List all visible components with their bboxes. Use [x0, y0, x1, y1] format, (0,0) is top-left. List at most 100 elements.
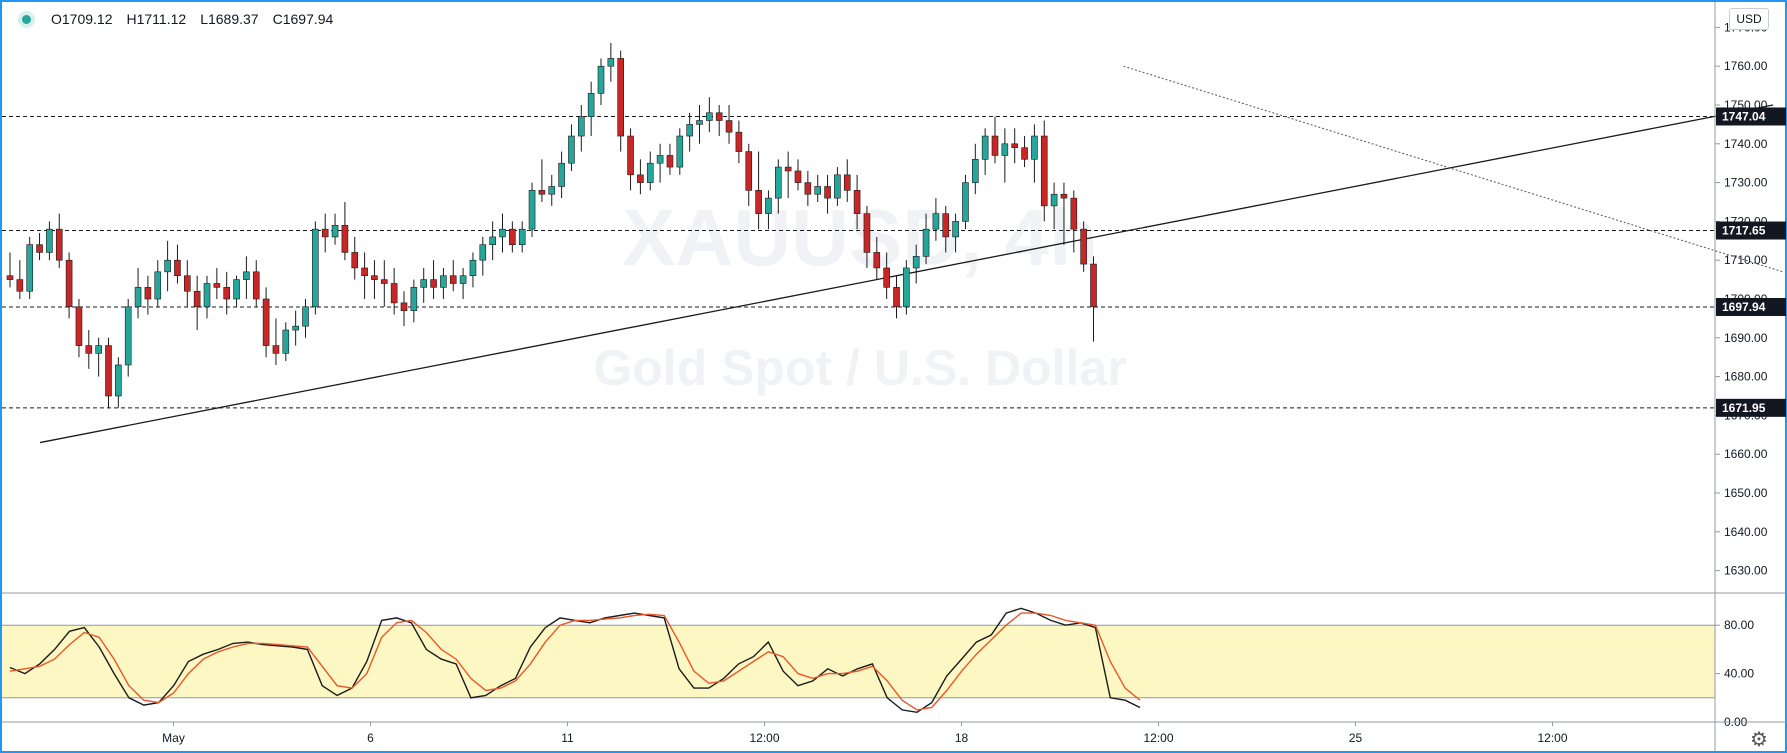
time-tick-label: 18	[955, 731, 969, 745]
candle-down	[252, 271, 260, 300]
candle-up	[124, 306, 132, 366]
candle-up	[292, 325, 299, 331]
candle-up	[646, 162, 654, 183]
candle-up	[282, 329, 290, 354]
candle-down	[85, 345, 93, 354]
candle-up	[302, 306, 309, 327]
stochastic-pane[interactable]	[2, 592, 1786, 714]
currency-button[interactable]: USD	[1729, 8, 1769, 30]
candle-down	[184, 275, 191, 292]
candle-up	[233, 279, 240, 300]
candle-down	[380, 279, 388, 284]
candle-down	[272, 345, 280, 354]
candle-down	[853, 190, 861, 214]
price-tick-label: 1690.00	[1724, 331, 1768, 345]
candle-down	[371, 275, 378, 280]
candle-down	[1021, 147, 1028, 160]
candle-down	[6, 275, 14, 280]
candle-up	[26, 244, 34, 292]
watermark-name: Gold Spot / U.S. Dollar	[593, 340, 1126, 396]
price-tick-label: 1650.00	[1724, 486, 1768, 500]
time-tick-label: May	[162, 731, 185, 745]
price-pane[interactable]	[2, 42, 1783, 444]
candle-up	[568, 135, 575, 164]
candle-up	[548, 186, 556, 195]
candle-up	[164, 259, 171, 273]
price-axis[interactable]: 1630.001640.001650.001660.001670.001680.…	[1714, 2, 1786, 751]
level-label: 1697.94	[1722, 300, 1766, 314]
candle-up	[696, 120, 703, 125]
candle-up	[134, 287, 142, 308]
candle-down	[321, 228, 329, 238]
candle-down	[262, 298, 270, 346]
candle-up	[489, 236, 496, 245]
candle-up	[607, 58, 615, 67]
time-axis[interactable]: May 6 11 12:00 18 12:00 25 12:00	[2, 721, 1786, 745]
candle-up	[243, 271, 250, 280]
price-tick-label: 1630.00	[1724, 564, 1768, 578]
candle-up	[834, 174, 841, 199]
candle-down	[36, 244, 43, 253]
candle-down	[65, 259, 73, 308]
candle-down	[637, 174, 644, 183]
candle-down	[55, 228, 63, 261]
candle-down	[735, 131, 743, 152]
price-tick-label: 1710.00	[1724, 253, 1768, 267]
candle-down	[193, 290, 201, 308]
level-label-box	[1716, 398, 1786, 417]
candle-up	[676, 135, 684, 168]
candle-down	[883, 267, 890, 288]
stoch-tick-label: 40.00	[1724, 667, 1754, 681]
candle-up	[912, 256, 920, 269]
candle-up	[203, 283, 211, 308]
candle-up	[499, 228, 506, 238]
candle-down	[400, 302, 408, 311]
time-tick-label: 11	[561, 731, 574, 745]
level-label: 1671.95	[1722, 401, 1766, 415]
price-tick-label: 1730.00	[1724, 176, 1768, 190]
ohlc-low: L1689.37	[200, 11, 259, 27]
candle-down	[755, 190, 762, 214]
candle-up	[932, 213, 940, 230]
symbol-status-icon	[22, 14, 31, 24]
ohlc-close: C1697.94	[272, 11, 334, 27]
candle-down	[873, 252, 881, 269]
candle-down	[390, 283, 398, 304]
candle-down	[745, 151, 753, 191]
candle-down	[105, 345, 112, 397]
candle-down	[1060, 193, 1068, 199]
time-tick-label: 12:00	[1143, 731, 1173, 745]
candle-up	[587, 93, 595, 117]
candle-down	[223, 287, 230, 300]
candle-down	[361, 267, 368, 277]
candle-up	[312, 228, 319, 308]
candle-up	[459, 275, 467, 284]
candle-up	[1050, 193, 1058, 207]
candle-up	[922, 228, 930, 257]
candle-up	[686, 124, 693, 137]
gear-icon[interactable]: ⚙	[1750, 729, 1768, 751]
candle-up	[962, 182, 969, 222]
candle-down	[804, 182, 812, 195]
candle-down	[16, 279, 24, 292]
candle-up	[479, 244, 487, 261]
watermark: XAUUSD, 4h Gold Spot / U.S. Dollar	[593, 193, 1126, 396]
candle-up	[765, 197, 772, 214]
price-tick-label: 1740.00	[1724, 137, 1768, 151]
candle-down	[942, 213, 950, 238]
candle-down	[75, 306, 83, 346]
candle-up	[558, 162, 565, 187]
candle-up	[952, 221, 959, 238]
candle-down	[213, 283, 221, 288]
price-tick-label: 1760.00	[1724, 59, 1768, 73]
candle-down	[991, 135, 999, 156]
time-tick-label: 25	[1349, 731, 1363, 745]
candle-down	[715, 112, 723, 121]
candle-down	[449, 275, 457, 284]
level-label-box	[1716, 221, 1786, 240]
candle-up	[706, 112, 713, 121]
candle-down	[824, 186, 831, 199]
candle-down	[666, 155, 674, 168]
candle-up	[1001, 143, 1009, 156]
